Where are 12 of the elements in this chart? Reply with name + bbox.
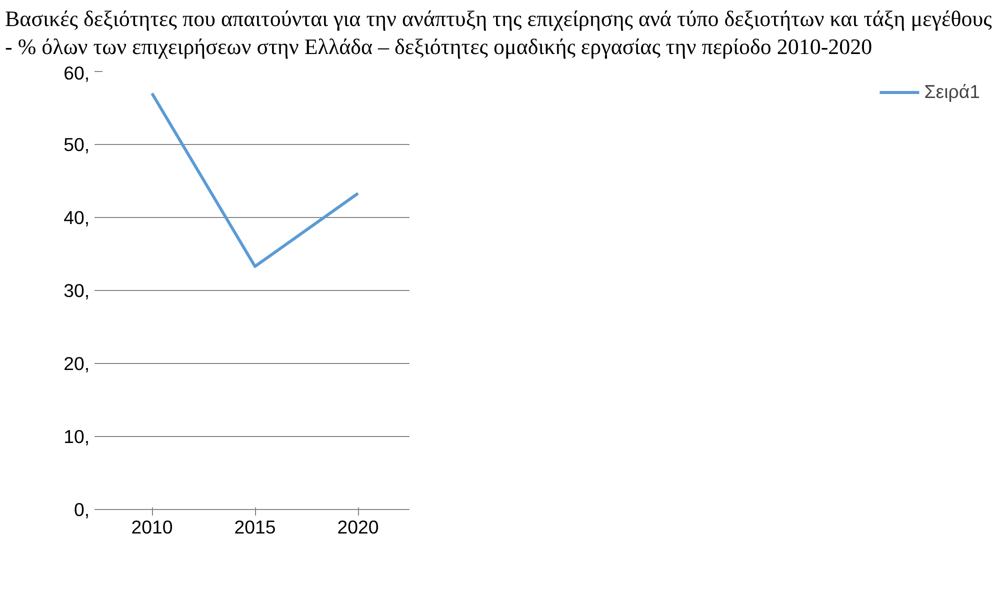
y-tick-label: 50,: [64, 134, 90, 155]
legend-label: Σειρά1: [924, 81, 980, 103]
y-tick-label: 40,: [64, 207, 90, 228]
y-tick-label: 20,: [64, 353, 90, 374]
y-tick-label: 30,: [64, 280, 90, 301]
x-tick-label: 2010: [131, 516, 173, 538]
x-tick-label: 2015: [234, 516, 276, 538]
y-tick-label: 60,: [64, 62, 90, 84]
x-tick-label: 2020: [337, 516, 379, 538]
y-tick-label: 0,: [74, 499, 90, 520]
text: Βασικές δεξιότητες που απαιτούνται για την ανάπτυξη της επιχείρησης ανά τύπο δεξιοτήτων και τάξη μεγέθους - % όλων των επιχειρήσεων στην Ελλάδα – δεξιότητες ομαδικής εργασίας την περίοδο 2010-2020: [5, 5, 993, 61]
y-tick-label: 10,: [64, 426, 90, 447]
